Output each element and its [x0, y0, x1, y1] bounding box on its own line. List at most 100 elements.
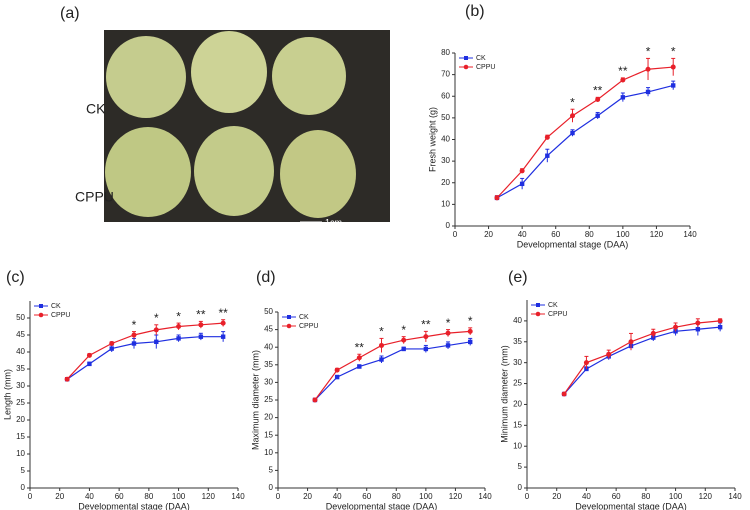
point — [445, 343, 451, 348]
x-tick-label: 20 — [484, 230, 493, 239]
point — [176, 336, 181, 341]
y-tick-label: 70 — [441, 70, 450, 79]
point — [87, 361, 92, 367]
x-tick-label: 140 — [478, 492, 492, 501]
point — [312, 397, 318, 403]
x-tick-label: 80 — [144, 492, 153, 501]
legend-label: CPPU — [548, 311, 567, 318]
series-line — [66, 336, 224, 380]
y-tick-label: 15 — [513, 420, 522, 429]
y-tick-label: 20 — [264, 413, 273, 422]
point — [645, 89, 651, 95]
point — [445, 330, 451, 336]
y-tick-label: 35 — [513, 337, 522, 346]
x-tick-label: 100 — [172, 492, 186, 501]
x-tick-label: 0 — [453, 230, 458, 239]
y-tick-label: 30 — [441, 156, 450, 165]
legend-marker — [39, 304, 43, 308]
point — [695, 320, 701, 326]
y-tick-label: 40 — [264, 342, 273, 351]
y-axis-title: Minimum diameter (mm) — [499, 345, 509, 443]
panel-label: (d) — [256, 269, 276, 286]
panel-label: (e) — [508, 269, 528, 286]
legend-label: CK — [51, 303, 61, 310]
x-tick-label: 20 — [552, 492, 561, 501]
point — [570, 113, 575, 119]
significance-mark: ** — [196, 308, 206, 322]
point — [467, 328, 473, 334]
point — [519, 168, 525, 174]
point — [357, 364, 362, 369]
y-axis-title: Length (mm) — [2, 369, 12, 420]
x-tick-label: 40 — [518, 230, 527, 239]
y-tick-label: 25 — [264, 395, 273, 404]
y-tick-label: 5 — [518, 462, 523, 471]
point — [570, 130, 575, 136]
x-tick-label: 80 — [392, 492, 401, 501]
y-tick-label: 50 — [264, 307, 273, 316]
y-tick-label: 0 — [518, 483, 523, 492]
series-line — [563, 320, 721, 395]
y-tick-label: 30 — [264, 378, 273, 387]
panel-label: (b) — [465, 3, 485, 20]
point — [561, 391, 567, 397]
y-tick-label: 50 — [16, 313, 25, 322]
significance-mark: ** — [355, 340, 365, 354]
point — [401, 337, 407, 343]
y-tick-label: 20 — [441, 178, 450, 187]
legend-label: CK — [299, 314, 309, 321]
point — [423, 334, 429, 340]
point — [401, 346, 406, 352]
point — [379, 342, 384, 348]
point — [650, 330, 656, 336]
x-tick-label: 140 — [683, 230, 697, 239]
point — [109, 346, 114, 351]
significance-mark: * — [468, 314, 473, 328]
point — [519, 181, 525, 187]
y-axis-title: Fresh weight (g) — [427, 107, 437, 172]
x-axis-title: Developmental stage (DAA) — [78, 501, 190, 510]
y-tick-label: 30 — [513, 358, 522, 367]
point — [131, 341, 137, 346]
legend-label: CK — [476, 55, 486, 62]
significance-mark: ** — [618, 64, 628, 78]
point — [86, 352, 92, 358]
x-tick-label: 140 — [728, 492, 742, 501]
point — [153, 327, 159, 333]
legend-label: CPPU — [299, 323, 318, 330]
point — [717, 324, 723, 330]
point — [468, 339, 473, 345]
panel-label: (c) — [6, 269, 25, 286]
x-tick-label: 140 — [231, 492, 245, 501]
x-tick-label: 80 — [641, 492, 650, 501]
scale-bar-label: 1cm — [325, 217, 342, 227]
y-tick-label: 10 — [16, 449, 25, 458]
x-tick-label: 60 — [612, 492, 621, 501]
point — [131, 332, 137, 338]
series-line — [66, 322, 224, 380]
x-tick-label: 60 — [362, 492, 371, 501]
point — [379, 357, 384, 362]
point — [109, 341, 115, 346]
y-tick-label: 0 — [446, 221, 451, 230]
point — [620, 95, 626, 100]
legend-marker — [536, 303, 540, 307]
point — [220, 320, 226, 326]
significance-mark: * — [646, 45, 651, 59]
series-line — [496, 84, 674, 199]
y-tick-label: 15 — [264, 430, 273, 439]
y-tick-label: 40 — [513, 316, 522, 325]
significance-mark: * — [446, 316, 451, 330]
legend-label: CPPU — [476, 64, 495, 71]
y-tick-label: 10 — [513, 441, 522, 450]
significance-mark: * — [176, 309, 181, 323]
x-tick-label: 120 — [449, 492, 463, 501]
y-tick-label: 0 — [21, 483, 26, 492]
y-tick-label: 20 — [513, 400, 522, 409]
point — [595, 96, 601, 102]
x-tick-label: 40 — [333, 492, 342, 501]
legend-label: CK — [548, 302, 558, 309]
x-tick-label: 40 — [582, 492, 591, 501]
legend-marker — [286, 323, 292, 329]
x-tick-label: 60 — [115, 492, 124, 501]
